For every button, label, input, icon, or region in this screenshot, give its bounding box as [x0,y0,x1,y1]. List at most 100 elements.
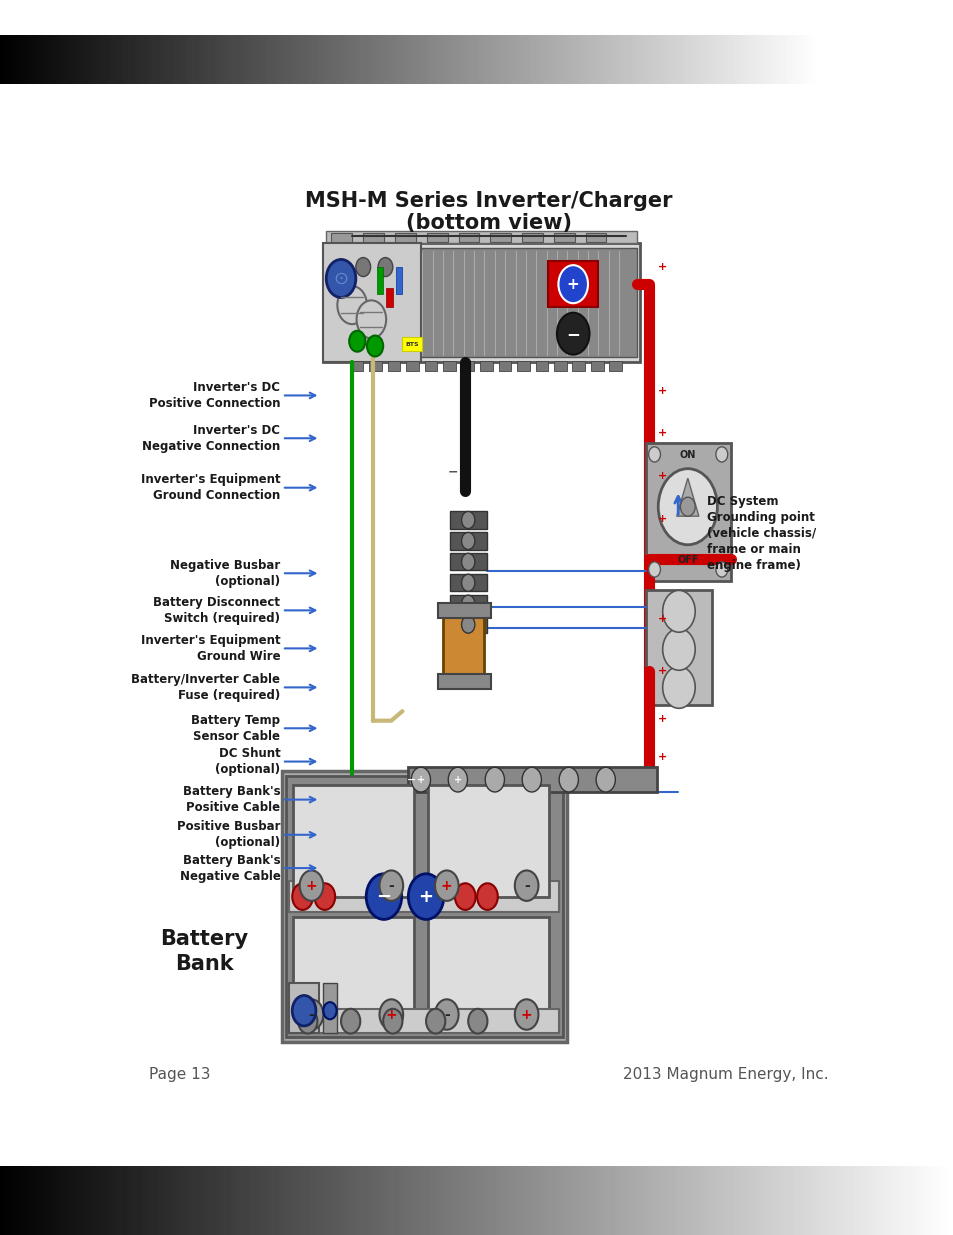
Circle shape [461,574,475,592]
Circle shape [461,616,475,634]
Bar [449,511,486,529]
Circle shape [715,562,727,577]
Bar [442,361,456,370]
Text: Battery Bank's
Negative Cable: Battery Bank's Negative Cable [179,853,280,883]
Bar [517,361,529,370]
Circle shape [515,871,537,900]
Bar [322,243,639,362]
Bar [461,361,474,370]
Circle shape [558,266,587,304]
Circle shape [337,287,367,324]
Bar [449,616,486,634]
Bar [376,267,383,294]
Circle shape [292,883,313,910]
Text: −: − [566,325,579,342]
Bar [479,361,492,370]
Text: ON: ON [679,451,696,461]
Text: OFF: OFF [677,555,698,564]
Bar [554,361,566,370]
Text: +: + [658,752,666,762]
Circle shape [377,258,393,277]
Bar [458,233,478,242]
Circle shape [648,447,659,462]
Text: +: + [454,774,461,784]
Circle shape [662,667,695,709]
Circle shape [448,767,467,792]
Circle shape [349,331,365,352]
Circle shape [408,874,443,919]
Circle shape [435,871,458,900]
Bar [289,1009,558,1032]
Circle shape [367,336,383,357]
Circle shape [662,590,695,632]
Circle shape [379,871,403,900]
Bar [369,361,381,370]
Text: +: + [658,614,666,624]
Text: +: + [418,888,433,905]
Bar [407,767,657,792]
Text: Battery Temp
Sensor Cable: Battery Temp Sensor Cable [192,714,280,742]
Circle shape [515,999,537,1030]
Text: +: + [520,1008,532,1021]
Text: -: - [308,1008,314,1021]
Bar [547,262,598,308]
Text: Battery/Inverter Cable
Fuse (required): Battery/Inverter Cable Fuse (required) [132,673,280,701]
Bar [521,233,542,242]
Bar [645,443,730,580]
Bar [442,609,483,683]
Bar [449,595,486,613]
Text: Page 13: Page 13 [149,1067,210,1082]
Bar [351,361,363,370]
Text: +: + [658,666,666,677]
Text: +: + [658,472,666,482]
Circle shape [341,1009,360,1034]
Circle shape [558,767,578,792]
Circle shape [658,468,717,545]
Bar [498,361,511,370]
Text: DC System
Grounding point
(vehicle chassis/
frame or main
engine frame): DC System Grounding point (vehicle chass… [706,495,816,572]
Text: −: − [448,466,458,478]
Bar [406,361,418,370]
Circle shape [662,629,695,671]
Bar [426,233,447,242]
Bar [428,785,548,897]
Text: +: + [658,429,666,438]
Text: 2013 Magnum Energy, Inc.: 2013 Magnum Energy, Inc. [622,1067,828,1082]
Bar [645,590,712,704]
Text: Negative Busbar
(optional): Negative Busbar (optional) [170,558,280,588]
Bar [285,776,562,1037]
Circle shape [468,1009,487,1034]
Bar [402,337,421,351]
Circle shape [366,874,401,919]
Circle shape [323,1002,336,1019]
Circle shape [679,498,695,516]
Text: +: + [658,262,666,272]
Circle shape [461,553,475,571]
Text: (bottom view): (bottom view) [405,214,572,233]
Bar [449,574,486,592]
Circle shape [379,999,403,1030]
Text: -: - [443,1008,449,1021]
Bar [395,267,402,294]
Bar [609,361,621,370]
Bar [554,233,574,242]
Circle shape [383,1009,402,1034]
Circle shape [356,300,386,338]
Text: DC Shunt
(optional): DC Shunt (optional) [215,747,280,776]
Text: +: + [305,878,317,893]
Bar [418,248,636,357]
Bar [322,243,420,362]
Bar [572,361,584,370]
Text: Inverter's DC
Positive Connection: Inverter's DC Positive Connection [149,380,280,410]
Text: −: − [406,774,416,784]
Text: +: + [566,277,579,291]
Bar [387,361,400,370]
Bar [322,983,337,1032]
Text: +: + [440,878,452,893]
Text: Battery
Bank: Battery Bank [160,930,248,974]
Text: -: - [523,878,529,893]
Text: +: + [416,774,424,784]
Circle shape [521,767,541,792]
Circle shape [461,511,475,529]
Bar [282,771,566,1042]
